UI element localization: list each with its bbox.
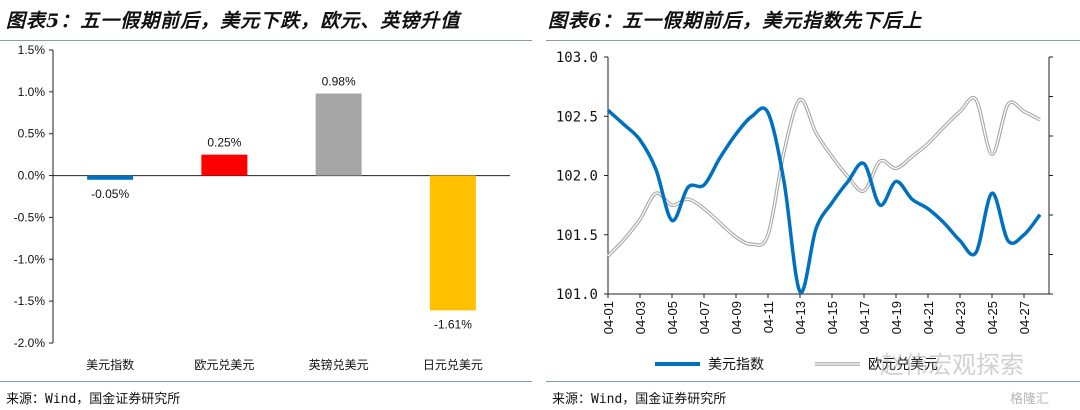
line-x-tick-label: 04-15 (825, 301, 840, 334)
line-x-tick-label: 04-19 (889, 301, 904, 334)
dxy-line (606, 106, 1042, 294)
eurusd-line-inner (607, 97, 1041, 257)
line-y-tick-label: 102.5 (556, 109, 598, 125)
watermark-logo: 格隆汇 (1010, 391, 1050, 406)
bar-data-label: -0.05% (91, 187, 129, 201)
bar-data-label: 0.25% (207, 136, 241, 150)
line-x-tick-label: 04-05 (665, 301, 680, 334)
line-x-tick-label: 04-21 (921, 301, 936, 334)
line-x-tick-label: 04-27 (1017, 301, 1032, 334)
bar-y-tick-label: -1.0% (14, 252, 46, 266)
bar-0 (87, 175, 134, 180)
line-x-tick-label: 04-23 (953, 301, 968, 334)
bar-y-tick-label: 1.0% (18, 85, 46, 99)
watermark: 赵伟宏观探索 (880, 352, 1024, 379)
source-divider-right (546, 381, 1080, 382)
legend-eurusd-label: 欧元兑美元 (868, 357, 938, 373)
bar-category-label: 英镑兑美元 (309, 357, 369, 372)
source-divider-left (0, 381, 532, 382)
bar-category-label: 欧元兑美元 (194, 358, 254, 372)
line-x-tick-label: 04-01 (601, 301, 616, 334)
bar-category-label: 日元兑美元 (423, 358, 483, 372)
line-x-tick-label: 04-11 (761, 301, 776, 333)
bar-y-tick-label: 0.0% (18, 169, 46, 183)
line-x-tick-label: 04-03 (633, 301, 648, 334)
line-y-tick-label: 103.0 (556, 50, 598, 66)
line-x-tick-label: 04-07 (697, 301, 712, 334)
line-x-tick-label: 04-17 (857, 301, 872, 334)
bar-2 (315, 93, 362, 176)
line-x-tick-label: 04-09 (729, 301, 744, 334)
right-chart-title: 图表6：五一假期前后，美元指数先下后上 (548, 10, 923, 32)
left-chart-title: 图表5：五一假期前后，美元下跌，欧元、英镑升值 (6, 10, 461, 32)
bar-y-tick-label: 1.5% (18, 43, 46, 57)
line-x-tick-label: 04-25 (985, 301, 1000, 334)
bar-data-label: -1.61% (434, 317, 472, 331)
title-divider-left (0, 40, 532, 41)
bar-1 (201, 154, 248, 176)
bar-y-tick-label: -1.5% (14, 294, 46, 308)
legend-dxy-label: 美元指数 (708, 357, 764, 373)
right-source-note: 来源：Wind，国金证券研究所 (552, 392, 727, 407)
bar-category-label: 美元指数 (86, 357, 134, 372)
bar-3 (429, 175, 476, 311)
line-y-tick-label: 102.0 (556, 169, 598, 185)
line-y-tick-label: 101.5 (556, 228, 598, 244)
bar-y-tick-label: -0.5% (14, 210, 46, 224)
line-y-tick-label: 101.0 (556, 287, 598, 303)
bar-y-tick-label: 0.5% (18, 127, 46, 141)
left-source-note: 来源：Wind，国金证券研究所 (6, 392, 181, 407)
title-divider-right (546, 40, 1080, 41)
eurusd-line-outer (606, 96, 1041, 258)
line-x-tick-label: 04-13 (793, 301, 808, 334)
bar-data-label: 0.98% (322, 75, 356, 89)
bar-y-tick-label: -2.0% (14, 336, 46, 350)
